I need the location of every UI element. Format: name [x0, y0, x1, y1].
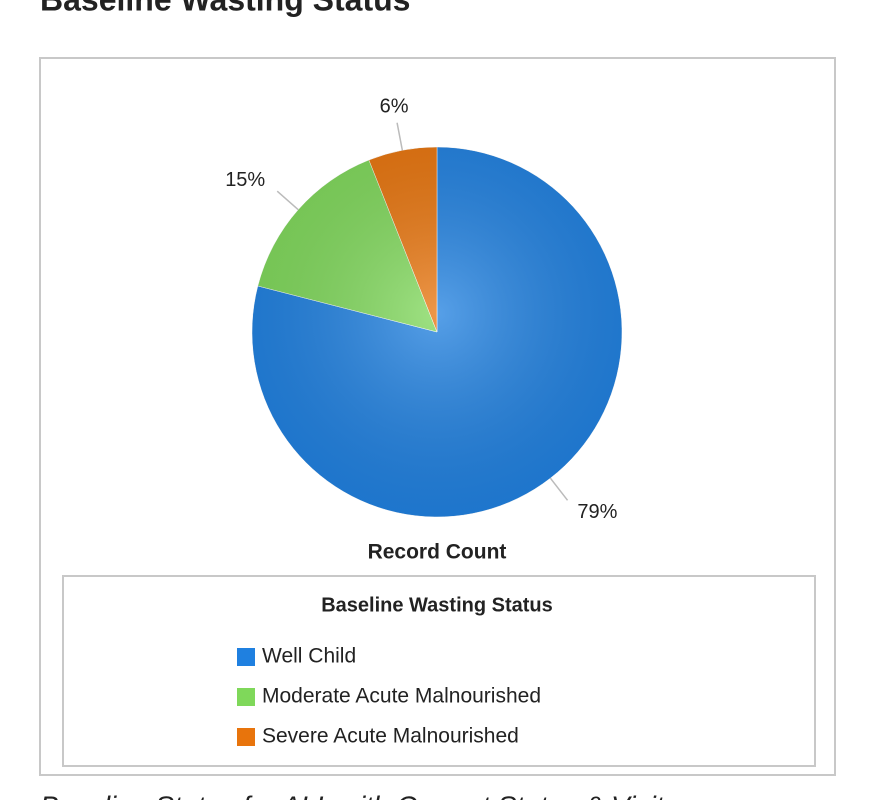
legend-title: Baseline Wasting Status	[321, 594, 553, 616]
legend-label: Moderate Acute Malnourished	[262, 685, 541, 708]
legend-swatch	[237, 648, 255, 666]
data-label: 15%	[225, 169, 265, 191]
value-axis-label: Record Count	[368, 541, 507, 564]
legend-label: Well Child	[262, 645, 356, 668]
leader-line	[396, 122, 404, 151]
legend-swatch	[237, 728, 255, 746]
data-label: 6%	[380, 95, 409, 117]
page-heading: Baseline Wasting Status	[40, 0, 410, 17]
caption: Baseline Status for ALL with Current Sta…	[40, 790, 678, 800]
legend-label: Severe Acute Malnourished	[262, 725, 519, 748]
data-label: 79%	[577, 501, 617, 523]
legend-frame	[62, 575, 816, 767]
legend-swatch	[237, 688, 255, 706]
legend: Well Child Moderate Acute Malnourished Sev…	[237, 645, 541, 748]
